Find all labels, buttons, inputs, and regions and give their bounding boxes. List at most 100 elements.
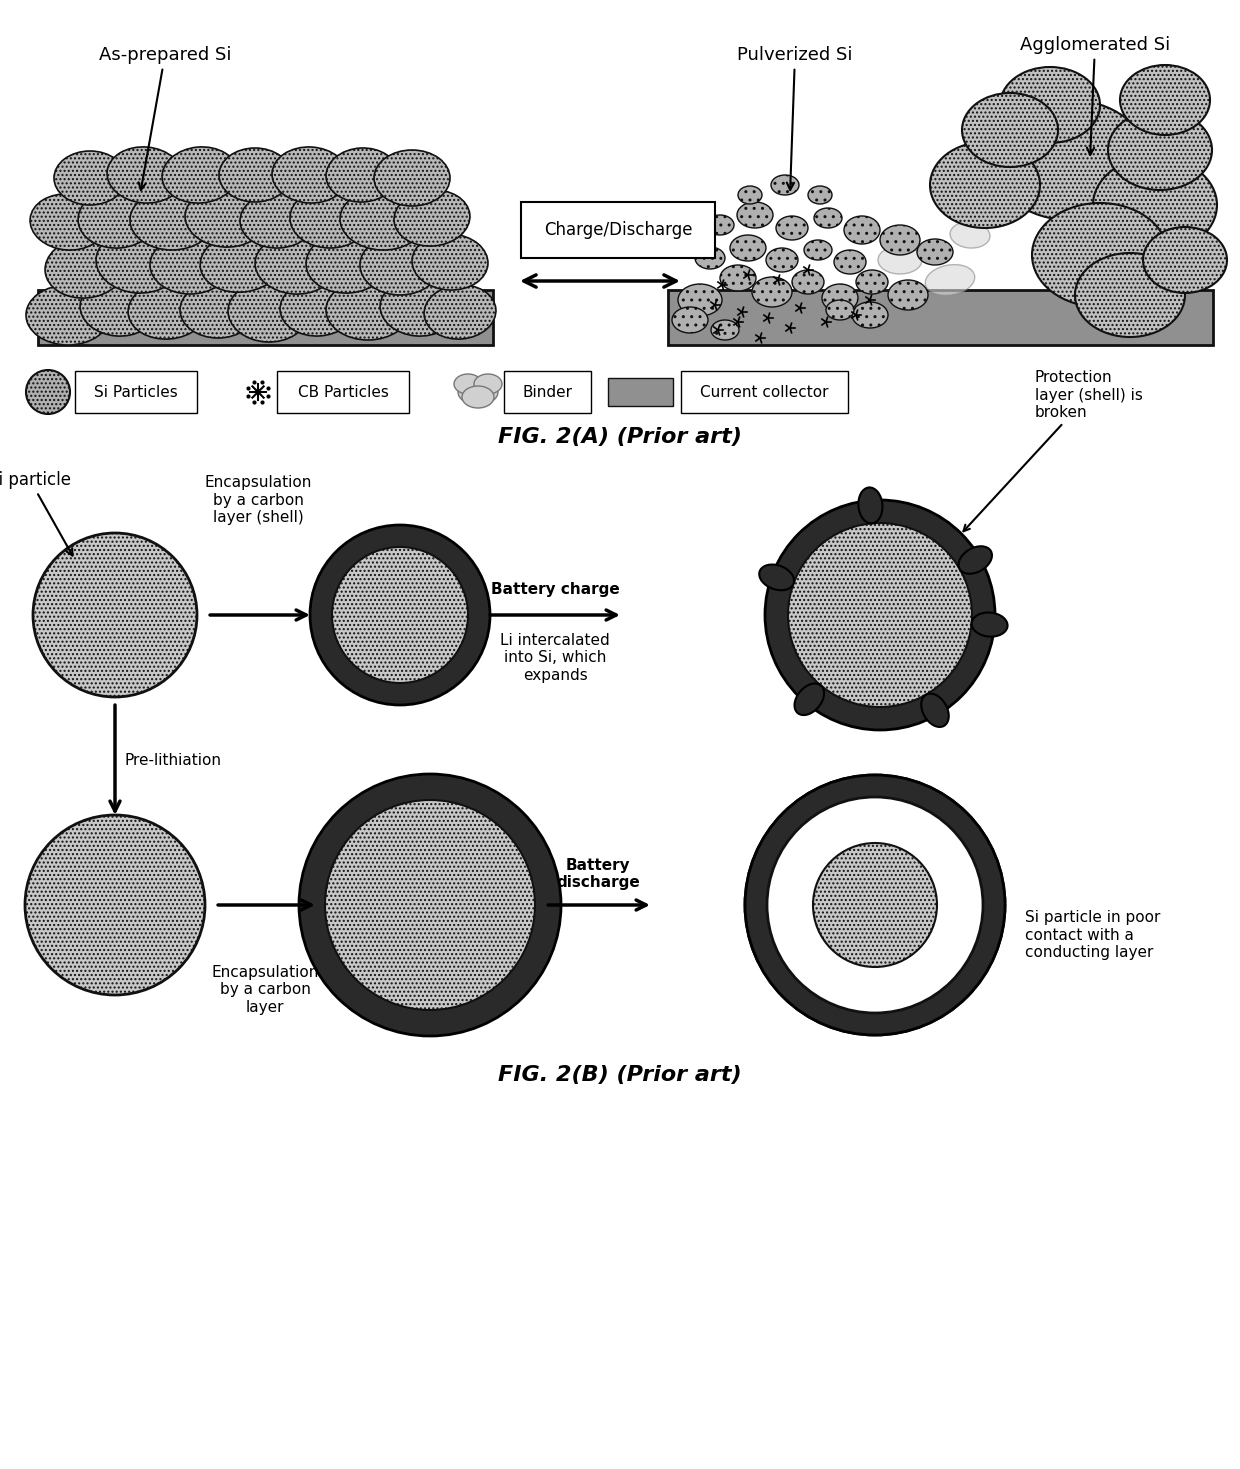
Ellipse shape	[918, 239, 954, 264]
Ellipse shape	[374, 150, 450, 206]
Ellipse shape	[255, 237, 335, 294]
Bar	[38, 289, 494, 345]
Ellipse shape	[180, 282, 255, 338]
Text: Encapsulation
by a carbon
layer (shell): Encapsulation by a carbon layer (shell)	[205, 474, 311, 524]
Text: FIG. 2(B) (Prior art): FIG. 2(B) (Prior art)	[498, 1065, 742, 1086]
Ellipse shape	[959, 546, 992, 574]
FancyBboxPatch shape	[74, 372, 197, 413]
Ellipse shape	[458, 379, 498, 405]
Text: Encapsulation
by a carbon
layer: Encapsulation by a carbon layer	[211, 965, 319, 1015]
Circle shape	[813, 843, 937, 967]
Ellipse shape	[921, 693, 949, 727]
Ellipse shape	[826, 300, 854, 320]
Ellipse shape	[844, 216, 880, 244]
Ellipse shape	[972, 613, 1008, 636]
Ellipse shape	[808, 187, 832, 204]
Ellipse shape	[228, 282, 308, 342]
Text: Li intercalated
into Si, which
expands: Li intercalated into Si, which expands	[500, 633, 610, 683]
Ellipse shape	[822, 284, 858, 311]
Ellipse shape	[950, 222, 990, 248]
Ellipse shape	[340, 190, 424, 250]
Circle shape	[325, 801, 534, 1011]
Text: Pre-lithiation: Pre-lithiation	[125, 752, 222, 767]
Ellipse shape	[272, 147, 348, 203]
Ellipse shape	[128, 281, 208, 339]
Text: Pulverized Si: Pulverized Si	[738, 46, 853, 190]
FancyBboxPatch shape	[521, 203, 715, 259]
Ellipse shape	[412, 234, 489, 289]
Ellipse shape	[219, 148, 291, 203]
Text: Battery charge: Battery charge	[491, 582, 619, 596]
Ellipse shape	[150, 237, 229, 294]
Text: FIG. 2(A) (Prior art): FIG. 2(A) (Prior art)	[498, 427, 742, 447]
Ellipse shape	[424, 285, 496, 339]
FancyBboxPatch shape	[277, 372, 409, 413]
Ellipse shape	[162, 147, 238, 203]
Ellipse shape	[706, 214, 734, 235]
Text: Si Particles: Si Particles	[94, 385, 177, 400]
Circle shape	[765, 499, 994, 730]
Text: Binder: Binder	[522, 385, 572, 400]
Ellipse shape	[474, 375, 502, 394]
Text: Si particle in poor
contact with a
conducting layer: Si particle in poor contact with a condu…	[1025, 911, 1161, 959]
Ellipse shape	[130, 190, 215, 250]
Text: Battery
discharge: Battery discharge	[556, 858, 640, 890]
Ellipse shape	[730, 235, 766, 261]
Circle shape	[26, 370, 69, 414]
Circle shape	[25, 815, 205, 995]
Ellipse shape	[888, 281, 928, 310]
Ellipse shape	[776, 216, 808, 239]
Ellipse shape	[858, 488, 883, 523]
Ellipse shape	[694, 247, 725, 269]
Ellipse shape	[95, 231, 180, 294]
Ellipse shape	[326, 281, 410, 339]
Ellipse shape	[771, 175, 799, 195]
Circle shape	[745, 776, 1004, 1036]
Ellipse shape	[835, 250, 866, 275]
Ellipse shape	[738, 187, 763, 204]
Ellipse shape	[792, 270, 825, 294]
Ellipse shape	[992, 100, 1148, 220]
Ellipse shape	[930, 142, 1040, 228]
Ellipse shape	[280, 281, 356, 336]
Ellipse shape	[360, 235, 440, 295]
Text: As-prepared Si: As-prepared Si	[99, 46, 231, 190]
Ellipse shape	[880, 225, 920, 256]
Ellipse shape	[795, 683, 825, 715]
Ellipse shape	[108, 291, 153, 319]
Ellipse shape	[30, 194, 105, 250]
Text: Agglomerated Si: Agglomerated Si	[1019, 37, 1171, 154]
Text: Protection
layer (shell) is
broken: Protection layer (shell) is broken	[963, 370, 1143, 532]
Ellipse shape	[454, 375, 482, 394]
Ellipse shape	[720, 264, 756, 291]
Circle shape	[33, 533, 197, 696]
Ellipse shape	[185, 190, 265, 247]
Ellipse shape	[1109, 110, 1211, 190]
Text: CB Particles: CB Particles	[298, 385, 388, 400]
Ellipse shape	[737, 203, 773, 228]
Ellipse shape	[878, 245, 923, 275]
Ellipse shape	[1032, 203, 1168, 307]
Ellipse shape	[1092, 157, 1216, 253]
Ellipse shape	[326, 148, 398, 203]
Bar	[608, 378, 673, 405]
Ellipse shape	[962, 93, 1058, 167]
FancyBboxPatch shape	[503, 372, 591, 413]
Ellipse shape	[711, 320, 739, 339]
Ellipse shape	[290, 188, 370, 248]
Circle shape	[768, 798, 983, 1014]
Ellipse shape	[200, 232, 284, 292]
Ellipse shape	[766, 248, 799, 272]
Circle shape	[745, 776, 1004, 1036]
Text: Si particle: Si particle	[0, 472, 72, 555]
Ellipse shape	[78, 188, 157, 248]
Ellipse shape	[81, 281, 156, 336]
Ellipse shape	[55, 151, 126, 206]
Ellipse shape	[999, 68, 1100, 142]
Ellipse shape	[1120, 65, 1210, 135]
Bar	[668, 289, 1213, 345]
Ellipse shape	[26, 285, 110, 345]
Circle shape	[299, 774, 560, 1036]
Ellipse shape	[241, 192, 316, 248]
Ellipse shape	[463, 386, 494, 408]
